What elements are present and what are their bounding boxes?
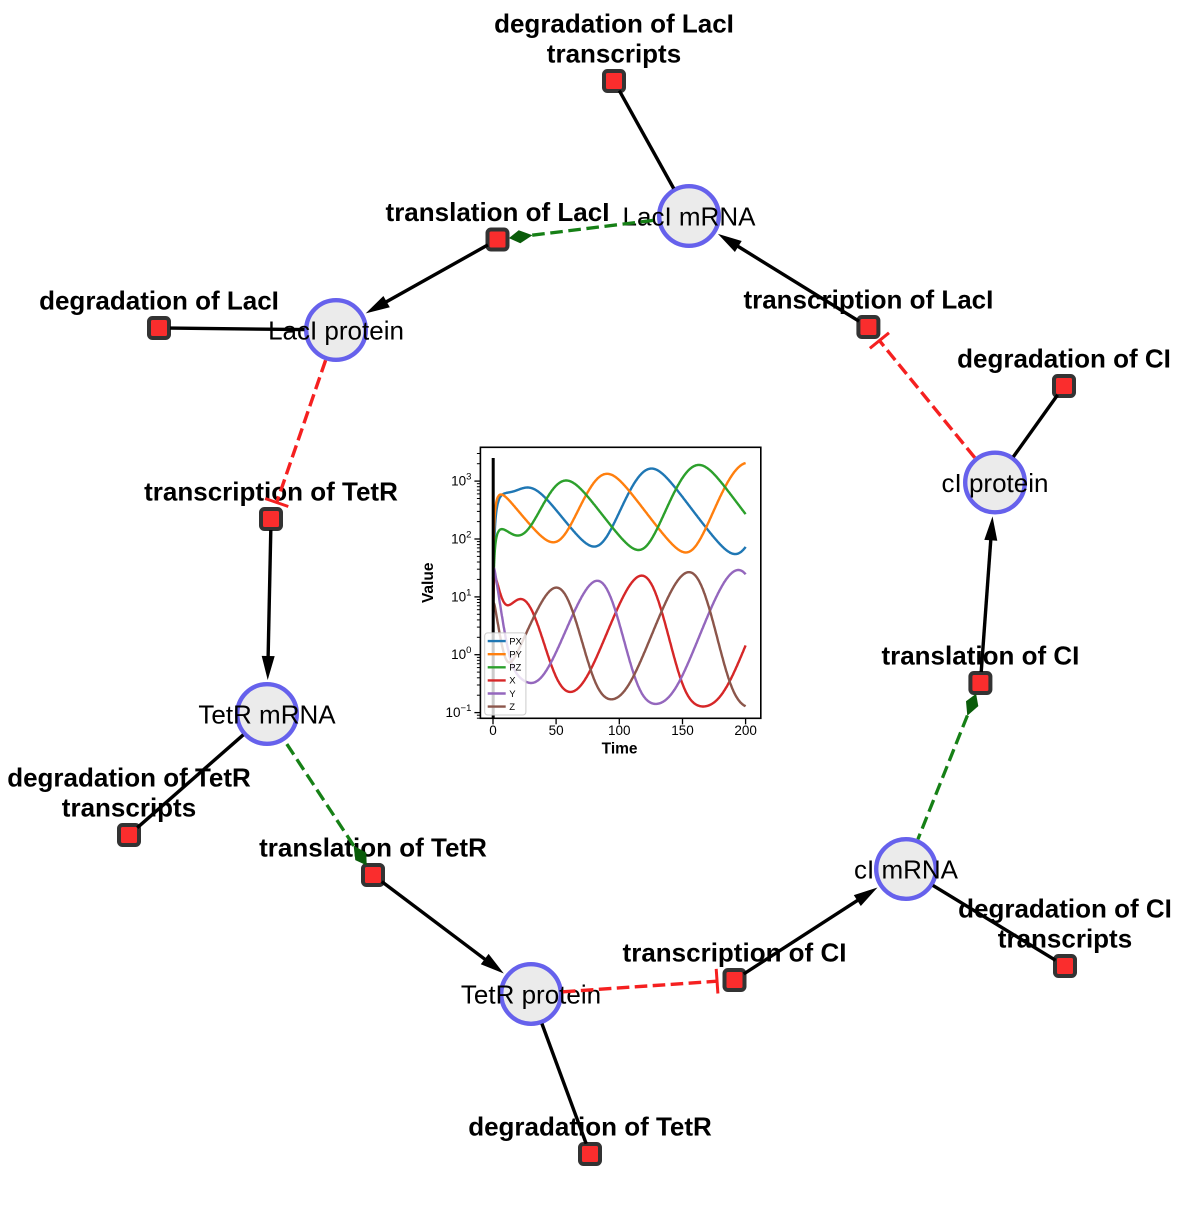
- svg-text:LacI mRNA: LacI mRNA: [623, 202, 757, 232]
- svg-text:0: 0: [489, 723, 497, 738]
- svg-text:transcription of CI: transcription of CI: [623, 938, 847, 968]
- svg-text:Z: Z: [509, 702, 515, 713]
- svg-text:degradation of CI: degradation of CI: [958, 894, 1172, 924]
- svg-text:translation of TetR: translation of TetR: [259, 833, 487, 863]
- svg-text:translation of LacI: translation of LacI: [386, 197, 610, 227]
- svg-text:degradation of CI: degradation of CI: [957, 344, 1171, 374]
- svg-text:Y: Y: [509, 689, 516, 700]
- svg-text:transcripts: transcripts: [547, 39, 681, 69]
- svg-text:Value: Value: [420, 562, 437, 603]
- svg-text:degradation of TetR: degradation of TetR: [7, 763, 251, 793]
- svg-text:100: 100: [608, 723, 631, 738]
- svg-text:transcription of LacI: transcription of LacI: [743, 285, 993, 315]
- svg-text:cI protein: cI protein: [942, 468, 1049, 498]
- svg-text:PY: PY: [509, 650, 522, 661]
- svg-text:TetR mRNA: TetR mRNA: [198, 700, 336, 730]
- svg-text:Time: Time: [602, 741, 638, 758]
- svg-text:transcripts: transcripts: [62, 793, 196, 823]
- svg-text:degradation of LacI: degradation of LacI: [39, 286, 279, 316]
- svg-text:PX: PX: [509, 636, 522, 647]
- svg-text:150: 150: [671, 723, 694, 738]
- svg-text:cI mRNA: cI mRNA: [854, 855, 959, 885]
- svg-text:degradation of TetR: degradation of TetR: [468, 1112, 712, 1142]
- svg-text:X: X: [509, 676, 516, 687]
- svg-text:200: 200: [734, 723, 757, 738]
- svg-text:degradation of LacI: degradation of LacI: [494, 9, 734, 39]
- svg-text:TetR protein: TetR protein: [461, 980, 601, 1010]
- svg-text:50: 50: [549, 723, 564, 738]
- svg-text:PZ: PZ: [509, 663, 521, 674]
